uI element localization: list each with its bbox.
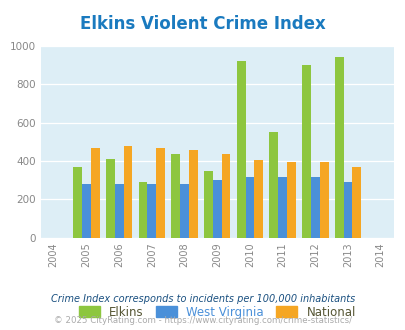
Bar [147,184,156,238]
Bar [138,182,147,238]
Bar [319,162,328,238]
Bar [123,146,132,238]
Bar [254,159,262,238]
Text: Elkins Violent Crime Index: Elkins Violent Crime Index [80,15,325,33]
Bar [106,159,114,238]
Bar [180,184,188,238]
Bar [334,57,343,238]
Bar [91,148,99,238]
Bar [277,177,286,238]
Bar [221,154,230,238]
Bar [188,149,197,238]
Bar [269,132,277,238]
Bar [212,180,221,238]
Bar [82,184,91,238]
Bar [245,177,254,238]
Bar [171,154,180,238]
Bar [352,167,360,238]
Bar [301,65,310,238]
Bar [114,184,123,238]
Bar [286,162,295,238]
Bar [343,182,352,238]
Text: © 2025 CityRating.com - https://www.cityrating.com/crime-statistics/: © 2025 CityRating.com - https://www.city… [54,315,351,325]
Text: Crime Index corresponds to incidents per 100,000 inhabitants: Crime Index corresponds to incidents per… [51,294,354,304]
Bar [73,167,82,238]
Bar [156,148,165,238]
Bar [236,60,245,238]
Bar [310,177,319,238]
Legend: Elkins, West Virginia, National: Elkins, West Virginia, National [74,301,360,323]
Bar [203,171,212,238]
